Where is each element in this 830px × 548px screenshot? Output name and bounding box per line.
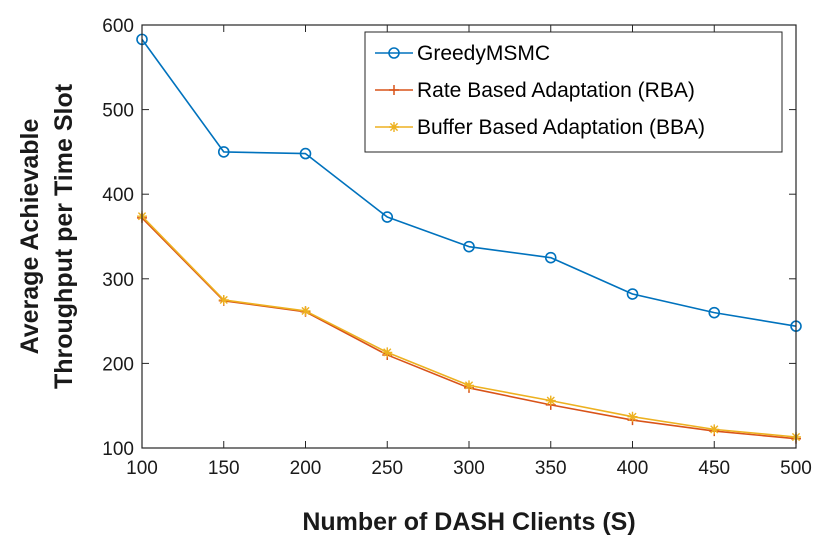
x-tick-label: 300 <box>453 458 485 479</box>
data-point <box>218 294 229 305</box>
data-point <box>300 305 311 316</box>
data-point <box>299 147 312 160</box>
data-point <box>217 146 230 158</box>
x-tick-label: 200 <box>290 458 322 479</box>
x-tick-label: 250 <box>371 458 403 479</box>
x-tick-label: 150 <box>208 458 240 479</box>
legend-marker <box>389 85 399 95</box>
data-point <box>544 251 557 264</box>
x-tick-label: 350 <box>535 458 567 479</box>
y-axis-title-line-1: Average Achievable <box>16 119 44 355</box>
axes: 100 150 200 250 300 350 400 450 500 100 200 300 400 5… <box>102 16 812 479</box>
data-point <box>464 380 474 391</box>
y-tick-label: 200 <box>102 354 134 375</box>
x-tick-label: 500 <box>780 458 812 479</box>
y-tick-label: 100 <box>102 439 134 460</box>
data-point <box>381 211 394 223</box>
x-axis-title: Number of DASH Clients (S) <box>302 508 635 536</box>
y-tick-label: 400 <box>102 185 134 206</box>
y-tick-label: 300 <box>102 270 134 291</box>
x-tick-label: 450 <box>698 458 730 479</box>
data-point <box>382 347 393 358</box>
y-tick-label: 600 <box>102 16 134 37</box>
legend: GreedyMSMC Rate Based Adaptation (RBA) Buf… <box>364 31 783 153</box>
legend-marker <box>389 122 399 132</box>
legend-box <box>364 31 783 153</box>
x-tick-label: 400 <box>617 458 649 479</box>
data-point <box>463 240 475 253</box>
data-point <box>709 424 720 435</box>
legend-label: GreedyMSMC <box>417 42 550 65</box>
series-line <box>141 38 797 327</box>
data-point <box>545 395 556 406</box>
legend-label: Rate Based Adaptation (RBA) <box>417 79 695 102</box>
legend-marker <box>388 47 400 59</box>
legend-label: Buffer Based Adaptation (BBA) <box>417 116 705 139</box>
data-point <box>626 288 639 300</box>
data-point <box>627 411 638 422</box>
y-tick-label: 500 <box>102 101 134 122</box>
y-axis-title-line-2: Throughput per Time Slot <box>50 83 78 389</box>
x-tick-label: 100 <box>126 458 158 479</box>
data-point <box>708 306 721 319</box>
